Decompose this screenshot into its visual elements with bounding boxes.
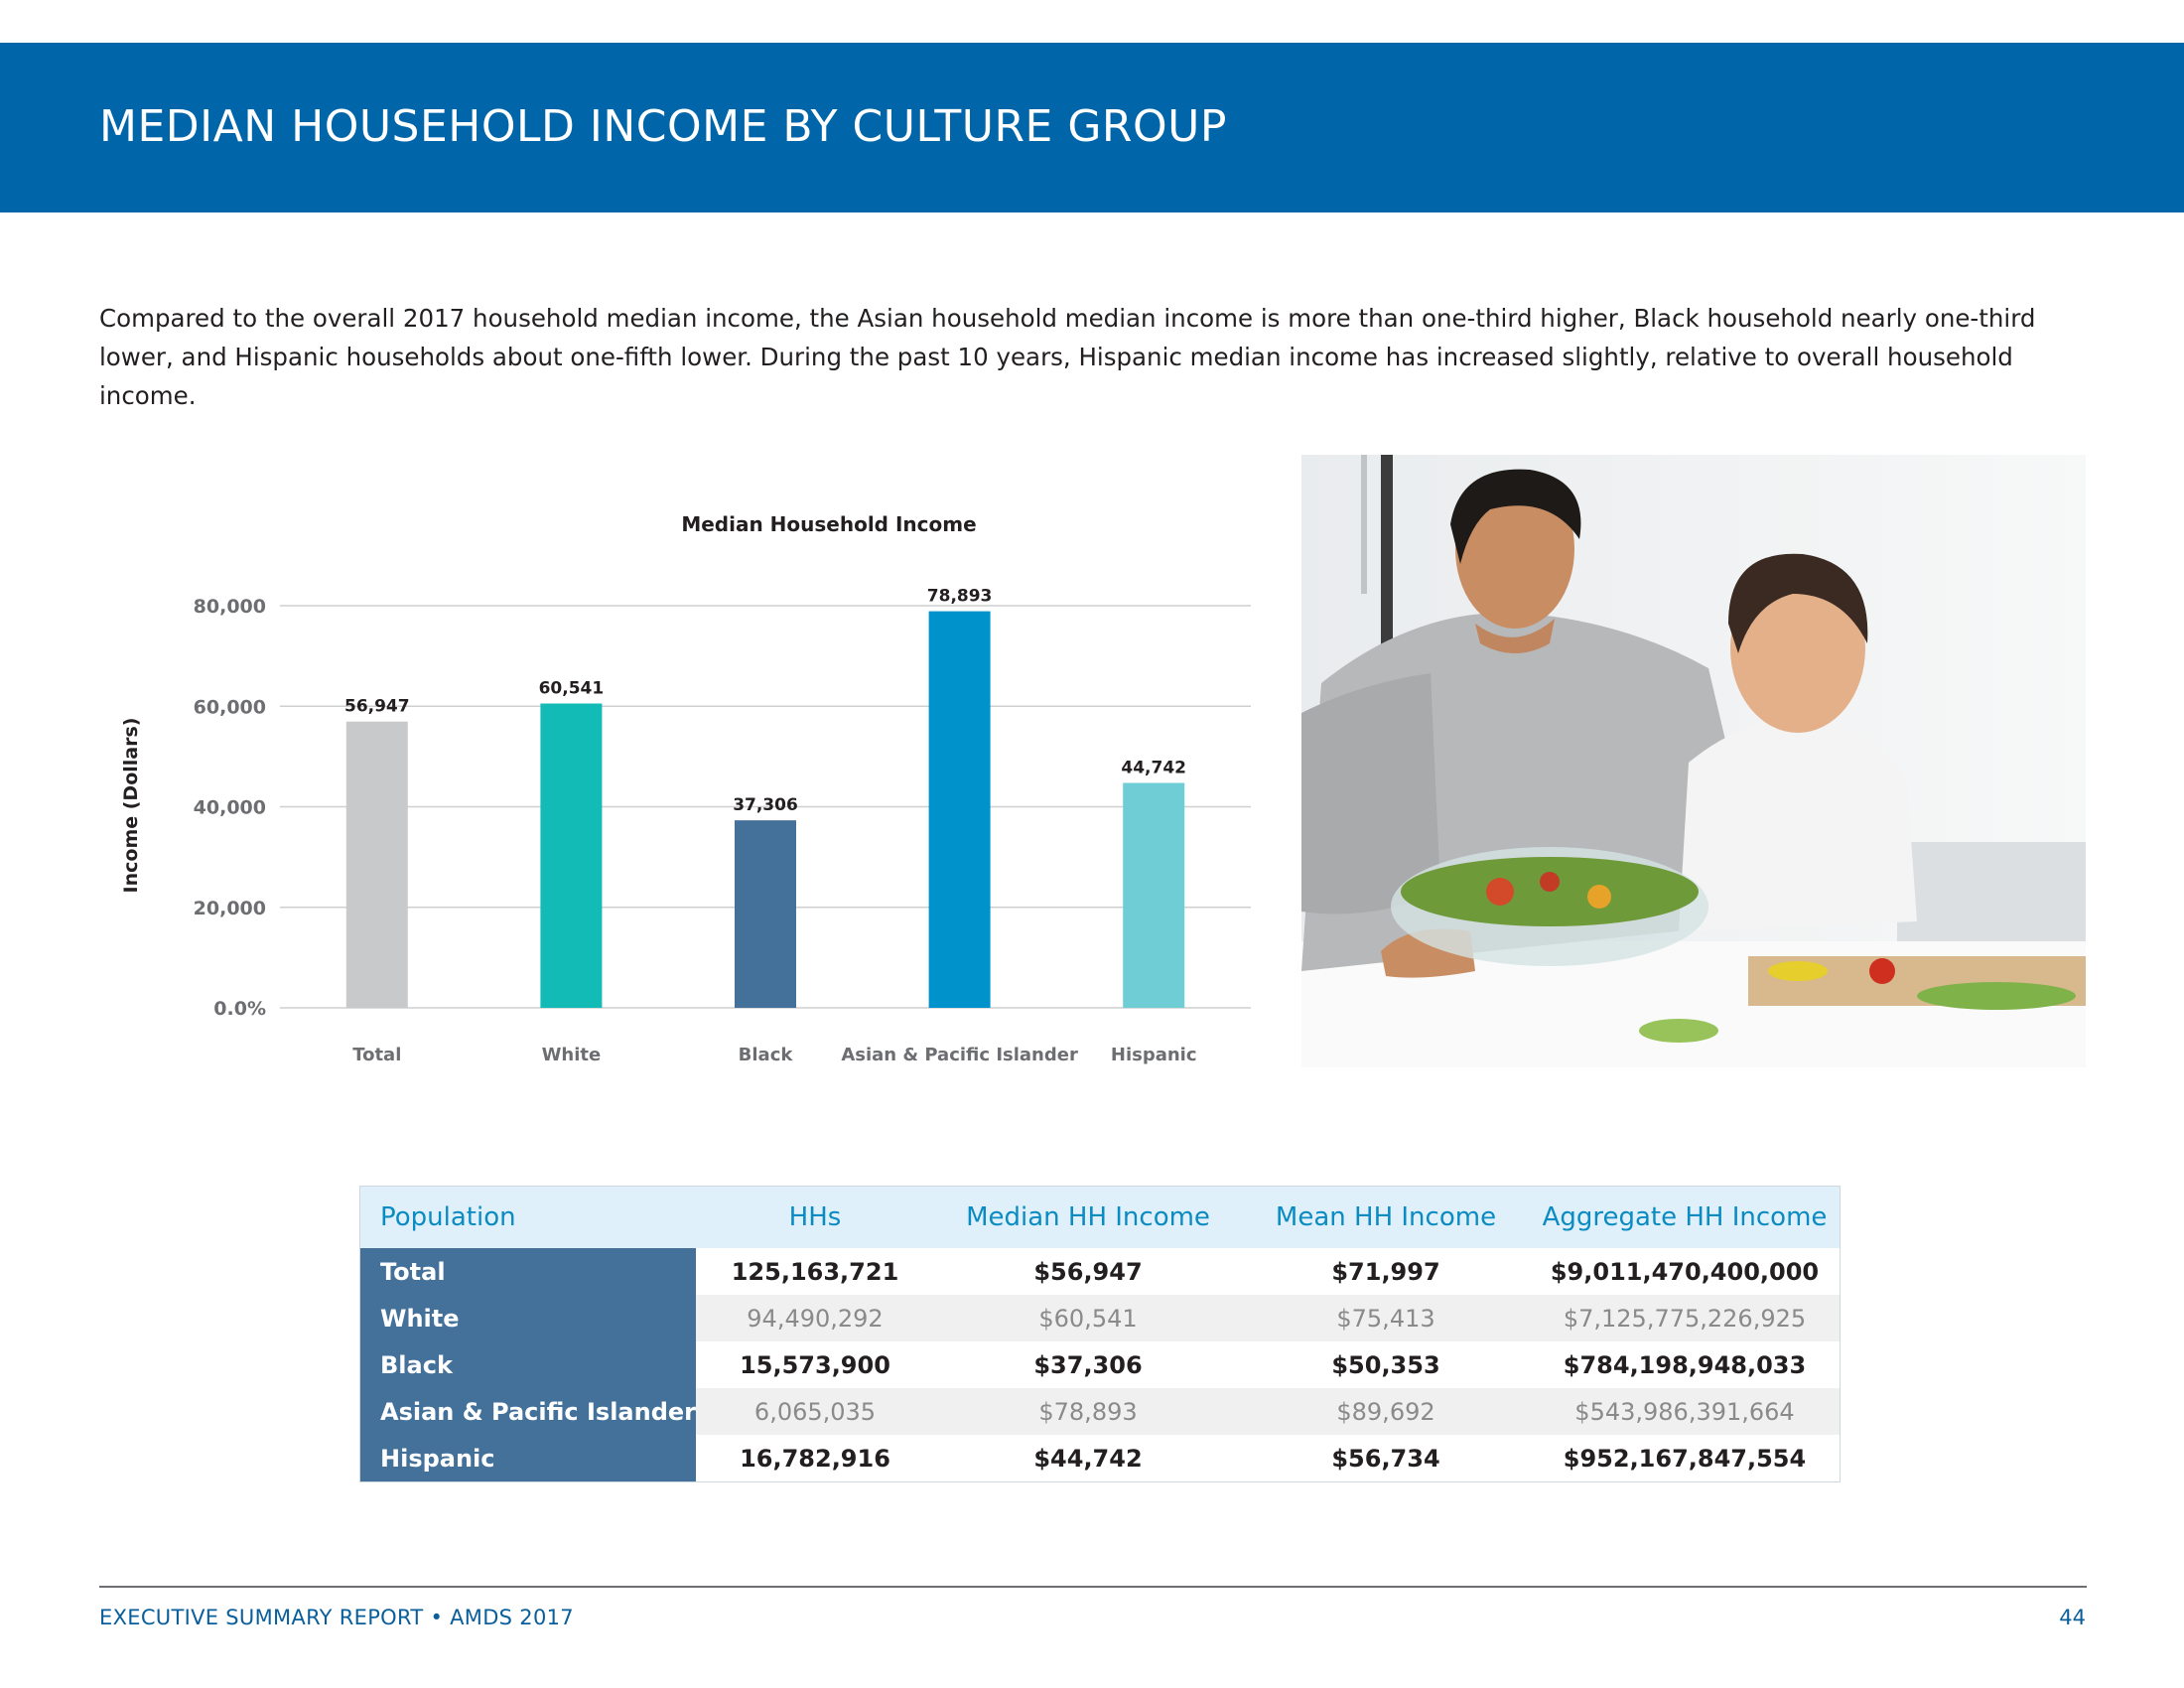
header-aggregate-income: Aggregate HH Income [1530,1187,1840,1248]
page-number: 44 [2059,1606,2086,1629]
bar [345,721,408,1008]
y-tick-label: 20,000 [194,898,266,919]
table-cell: 15,573,900 [740,1350,890,1379]
header-population: Population [360,1187,696,1248]
row-label: White [360,1295,696,1341]
table-cell: $89,692 [1242,1388,1530,1435]
y-tick-label: 0.0% [213,998,266,1020]
table-cell: 6,065,035 [696,1388,934,1435]
data-label: 44,742 [1121,758,1186,777]
table-row: Black 15,573,900 $37,306 $50,353 $784,19… [360,1341,1840,1388]
photo-father-son [1301,455,2086,1067]
income-table: Population HHs Median HH Income Mean HH … [359,1186,1841,1482]
bar [1123,782,1185,1008]
footer-divider [99,1586,2087,1588]
table-header-row: Population HHs Median HH Income Mean HH … [360,1187,1840,1248]
table-cell: 94,490,292 [696,1295,934,1341]
header-hhs: HHs [696,1187,934,1248]
table-row: Asian & Pacific Islander 6,065,035 $78,8… [360,1388,1840,1435]
table-cell: 16,782,916 [740,1444,890,1473]
row-label: Hispanic [360,1435,696,1481]
table-row: Hispanic 16,782,916 $44,742 $56,734 $952… [360,1435,1840,1481]
x-tick-label: White [542,1045,602,1065]
table-cell: $56,947 [1033,1257,1143,1286]
table-row: Total 125,163,721 $56,947 $71,997 $9,011… [360,1248,1840,1295]
chart-title: Median Household Income [681,512,977,536]
table-cell: $56,734 [1331,1444,1440,1473]
row-label: Total [360,1248,696,1295]
table-cell: $78,893 [934,1388,1242,1435]
table-cell: $543,986,391,664 [1530,1388,1840,1435]
table-cell: $75,413 [1242,1295,1530,1341]
header-mean-income: Mean HH Income [1242,1187,1530,1248]
data-label: 37,306 [733,795,798,815]
x-tick-label: Total [352,1045,401,1065]
table-cell: $9,011,470,400,000 [1550,1257,1820,1286]
title-banner [0,43,2184,212]
x-tick-label: Hispanic [1111,1045,1197,1065]
table-cell: $60,541 [934,1295,1242,1341]
bar [928,611,991,1008]
intro-paragraph: Compared to the overall 2017 household m… [99,304,2036,410]
table-cell: $7,125,775,226,925 [1530,1295,1840,1341]
row-label: Asian & Pacific Islander [360,1388,696,1435]
x-tick-label: Black [739,1045,794,1065]
row-label: Black [360,1341,696,1388]
y-tick-label: 60,000 [194,696,266,718]
table-cell: $71,997 [1331,1257,1440,1286]
table-cell: $50,353 [1331,1350,1440,1379]
y-tick-label: 40,000 [194,797,266,819]
data-label: 56,947 [344,697,410,717]
x-tick-label: Asian & Pacific Islander [841,1045,1078,1065]
table-cell: $952,167,847,554 [1563,1444,1807,1473]
table-cell: $784,198,948,033 [1563,1350,1807,1379]
data-label: 60,541 [539,679,605,699]
y-tick-label: 80,000 [194,596,266,618]
table-cell: $44,742 [1033,1444,1143,1473]
median-income-chart: Median Household Income Income (Dollars)… [89,496,1281,1092]
table-row: White 94,490,292 $60,541 $75,413 $7,125,… [360,1295,1840,1341]
bar [540,703,603,1008]
page-title: MEDIAN HOUSEHOLD INCOME BY CULTURE GROUP [99,101,1227,152]
footer-report-title: EXECUTIVE SUMMARY REPORT • AMDS 2017 [99,1606,574,1629]
family-photo-icon [1301,455,2086,1067]
data-label: 78,893 [927,587,993,607]
bar [735,820,796,1008]
chart-canvas: 0.0% 20,000 40,000 60,000 80,000 56,947 Total 6… [194,587,1251,1065]
table-cell: $37,306 [1033,1350,1143,1379]
header-median-income: Median HH Income [934,1187,1242,1248]
table-cell: 125,163,721 [731,1257,899,1286]
